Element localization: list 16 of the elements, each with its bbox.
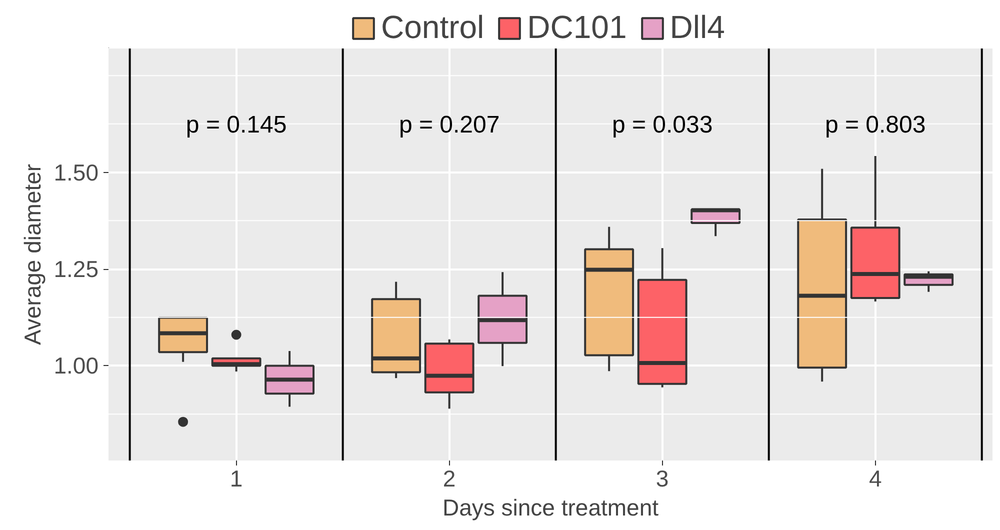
- legend-label: DC101: [527, 9, 627, 46]
- annotation: p = 0.033: [612, 112, 713, 139]
- y-tick-label: 1.00: [54, 352, 98, 379]
- x-axis-title: Days since treatment: [442, 494, 660, 520]
- legend-label: Control: [381, 9, 484, 46]
- y-tick-label: 1.50: [54, 159, 98, 186]
- x-tick-label: 4: [868, 466, 882, 492]
- annotation: p = 0.145: [186, 112, 287, 139]
- y-tick-label: 1.25: [54, 256, 98, 282]
- y-axis-title: Average diameter: [20, 164, 46, 346]
- x-tick-label: 3: [656, 466, 669, 492]
- legend-label: Dll4: [670, 9, 725, 46]
- x-tick-label: 2: [442, 466, 456, 492]
- annotation: p = 0.207: [398, 112, 500, 139]
- x-tick-label: 1: [230, 466, 243, 492]
- annotation: p = 0.803: [824, 112, 926, 139]
